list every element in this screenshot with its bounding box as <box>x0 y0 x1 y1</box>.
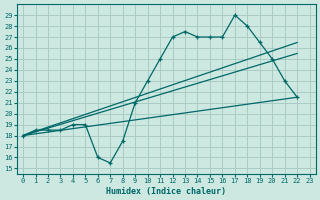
X-axis label: Humidex (Indice chaleur): Humidex (Indice chaleur) <box>106 187 226 196</box>
